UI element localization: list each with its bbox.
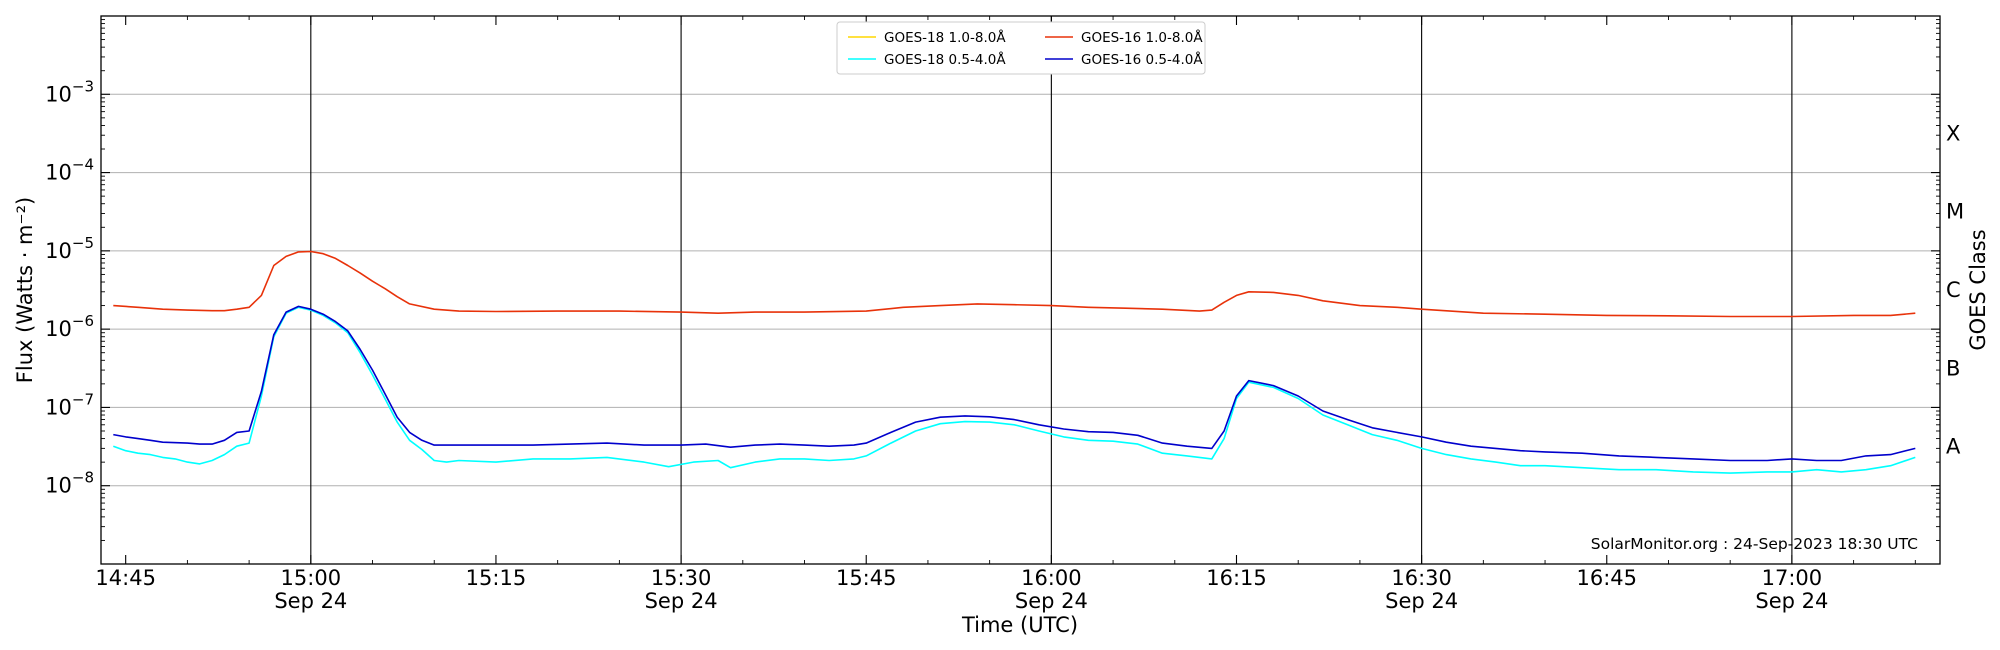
x-tick-label: 16:15 (1206, 566, 1267, 590)
legend-label: GOES-16 1.0-8.0Å (1081, 29, 1203, 46)
x-tick-label: 15:15 (466, 566, 527, 590)
goes-class-label: X (1946, 121, 1960, 145)
y-tick-labels: 10−8 10−7 10−6 10−5 10−4 10−3 (45, 77, 94, 497)
axis-ticks (101, 16, 1940, 564)
x-tick-label: 17:00 (1762, 566, 1823, 590)
x-tick-label: 16:30 (1391, 566, 1452, 590)
x-tick-label: 16:45 (1576, 566, 1637, 590)
x-tick-date-label: Sep 24 (645, 589, 718, 613)
y-tick-label: 10−3 (45, 77, 94, 106)
goes-class-label: M (1946, 200, 1964, 224)
series-line (113, 305, 1916, 462)
x-axis-title: Time (UTC) (961, 613, 1078, 637)
y-tick-label: 10−7 (45, 390, 94, 419)
y-tick-label: 10−8 (45, 469, 94, 498)
x-tick-label: 15:30 (651, 566, 712, 590)
series-line (113, 250, 1916, 318)
x-tick-label: 16:00 (1021, 566, 1082, 590)
y-tick-label: 10−5 (45, 234, 94, 263)
right-axis-title: GOES Class (1966, 229, 1990, 350)
goes-class-label: A (1946, 435, 1961, 459)
goes-class-label: B (1946, 356, 1960, 380)
x-tick-label: 15:45 (836, 566, 897, 590)
goes-class-labels: A B C M X (1946, 121, 1964, 458)
goes-class-label: C (1946, 278, 1961, 302)
x-tick-label: 15:00 (281, 566, 342, 590)
credit-text: SolarMonitor.org : 24-Sep-2023 18:30 UTC (1591, 535, 1918, 553)
x-tick-date-label: Sep 24 (274, 589, 347, 613)
series-lines (113, 250, 1916, 474)
x-tick-date-label: Sep 24 (1755, 589, 1828, 613)
x-tick-date-label: Sep 24 (1015, 589, 1088, 613)
legend-box (836, 21, 1206, 75)
x-tick-label: 14:45 (95, 566, 156, 590)
legend-label: GOES-18 0.5-4.0Å (884, 51, 1006, 68)
plot-frame (100, 15, 1941, 565)
legend-label: GOES-16 0.5-4.0Å (1081, 51, 1203, 68)
y-axis-title: Flux (Watts · m⁻²) (13, 197, 37, 383)
legend-label: GOES-18 1.0-8.0Å (884, 29, 1006, 46)
y-tick-label: 10−4 (45, 156, 94, 185)
grid-lines (101, 93, 1940, 487)
x-tick-date-label: Sep 24 (1385, 589, 1458, 613)
y-tick-label: 10−6 (45, 312, 94, 341)
legend: GOES-18 1.0-8.0Å GOES-18 0.5-4.0Å GOES-16 … (836, 21, 1206, 75)
